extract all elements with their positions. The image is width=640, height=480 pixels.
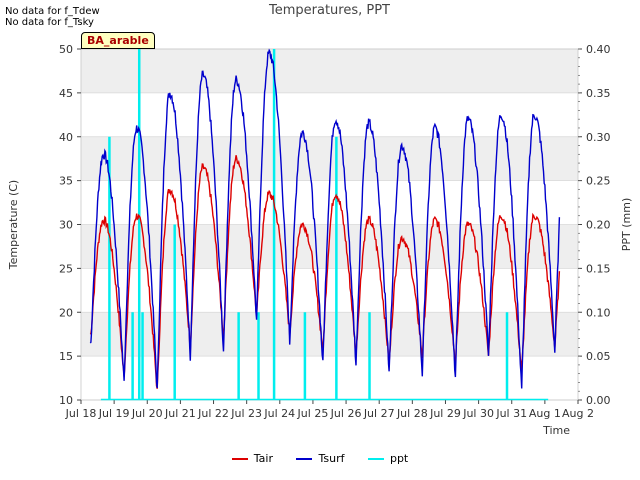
legend-label-tair: Tair xyxy=(253,452,273,465)
y-tick-label: 45 xyxy=(59,87,73,100)
legend-swatch-ppt xyxy=(367,458,384,460)
y-tick-label: 30 xyxy=(59,219,73,232)
y-tick-label: 20 xyxy=(59,306,73,319)
y-tick-label: 15 xyxy=(59,350,73,363)
y2-tick-label: 0.00 xyxy=(586,394,611,407)
ppt-bar xyxy=(335,136,338,400)
site-badge: BA_arable xyxy=(81,32,155,49)
legend-label-tsurf: Tsurf xyxy=(318,452,345,465)
x-tick-label: Jul 24 xyxy=(263,407,295,420)
x-tick-label: Jul 21 xyxy=(164,407,196,420)
x-tick-label: Jul 20 xyxy=(131,407,163,420)
y-tick-label: 40 xyxy=(59,131,73,144)
y2-tick-label: 0.05 xyxy=(586,350,611,363)
ppt-bar xyxy=(141,312,144,400)
y2-tick-label: 0.30 xyxy=(586,131,611,144)
x-tick-label: Jul 19 xyxy=(98,407,130,420)
y2-tick-label: 0.20 xyxy=(586,219,611,232)
legend-item-ppt: ppt xyxy=(367,452,409,465)
x-tick-label: Jul 27 xyxy=(363,407,395,420)
tsurf-line xyxy=(89,48,561,389)
y2-tick-label: 0.25 xyxy=(586,175,611,188)
x-tick-label: Jul 22 xyxy=(197,407,229,420)
band xyxy=(81,312,578,357)
x-tick-label: Aug 1 xyxy=(529,407,561,420)
chart-title: Temperatures, PPT xyxy=(268,3,390,18)
y2-tick-label: 0.40 xyxy=(586,43,611,56)
x-tick-label: Jul 26 xyxy=(330,407,362,420)
y2-tick-label: 0.15 xyxy=(586,262,611,275)
ppt-bar xyxy=(257,312,260,400)
y-tick-label: 35 xyxy=(59,175,73,188)
legend: Tair Tsurf ppt xyxy=(0,452,640,465)
y2-tick-label: 0.35 xyxy=(586,87,611,100)
x-axis-label: Time xyxy=(542,424,570,437)
x-tick-label: Jul 25 xyxy=(297,407,329,420)
x-tick-label: Jul 29 xyxy=(429,407,461,420)
y-axis-label: Temperature (C) xyxy=(7,180,20,270)
x-tick-label: Jul 23 xyxy=(230,407,262,420)
ppt-bar xyxy=(303,312,307,400)
ppt-bar xyxy=(173,224,176,400)
y2-axis-label: PPT (mm) xyxy=(620,198,633,252)
x-tick-label: Jul 28 xyxy=(396,407,428,420)
legend-swatch-tsurf xyxy=(296,458,313,460)
ppt-bar xyxy=(237,312,240,400)
x-tick-label: Jul 18 xyxy=(65,407,97,420)
ppt-bar xyxy=(131,312,134,400)
x-tick-label: Aug 2 xyxy=(562,407,594,420)
ppt-bar xyxy=(505,312,509,400)
no-data-note-tdew: No data for f_Tdew xyxy=(5,6,100,17)
legend-swatch-tair xyxy=(231,458,248,460)
legend-label-ppt: ppt xyxy=(389,452,409,465)
no-data-note-tsky: No data for f_Tsky xyxy=(5,17,94,28)
ppt-bar xyxy=(272,49,276,400)
ppt-bar xyxy=(137,49,141,400)
y2-tick-label: 0.10 xyxy=(586,306,611,319)
y-tick-label: 25 xyxy=(59,262,73,275)
legend-item-tair: Tair xyxy=(231,452,273,465)
y-tick-label: 50 xyxy=(59,43,73,56)
ppt-bar xyxy=(108,136,111,400)
band xyxy=(81,49,578,93)
x-tick-label: Jul 31 xyxy=(495,407,527,420)
ppt-bar xyxy=(368,312,371,400)
y-tick-label: 10 xyxy=(59,394,73,407)
legend-item-tsurf: Tsurf xyxy=(296,452,344,465)
x-tick-label: Jul 30 xyxy=(462,407,494,420)
